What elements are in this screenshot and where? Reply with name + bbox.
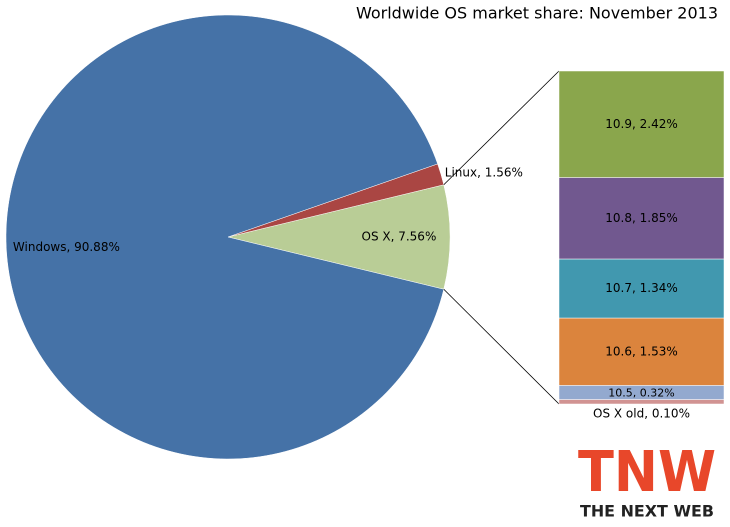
connector-line	[443, 70, 560, 186]
chart-title: Worldwide OS market share: November 2013	[356, 4, 718, 23]
breakdown-label: 10.5, 0.32%	[608, 387, 674, 400]
breakdown-label: 10.9, 2.42%	[605, 117, 677, 131]
logo-mark: TNW	[578, 440, 716, 505]
connector-line	[443, 288, 560, 405]
slice-label: Windows, 90.88%	[13, 240, 120, 254]
breakdown-label: 10.8, 1.85%	[605, 211, 677, 225]
breakdown-bar	[558, 258, 725, 319]
breakdown-label: OS X old, 0.10%	[593, 407, 690, 421]
logo-text: THE NEXT WEB	[580, 502, 714, 521]
slice-label: Linux, 1.56%	[445, 166, 523, 180]
breakdown-bar	[558, 177, 725, 260]
breakdown-label: 10.7, 1.34%	[605, 281, 677, 295]
breakdown-label: 10.6, 1.53%	[605, 344, 677, 358]
slice-label: OS X, 7.56%	[362, 230, 437, 244]
breakdown-bar	[558, 399, 725, 405]
breakdown-bar	[558, 70, 725, 178]
breakdown-bar	[558, 317, 725, 386]
pie-slice	[227, 184, 451, 290]
pie-slice	[5, 14, 445, 460]
